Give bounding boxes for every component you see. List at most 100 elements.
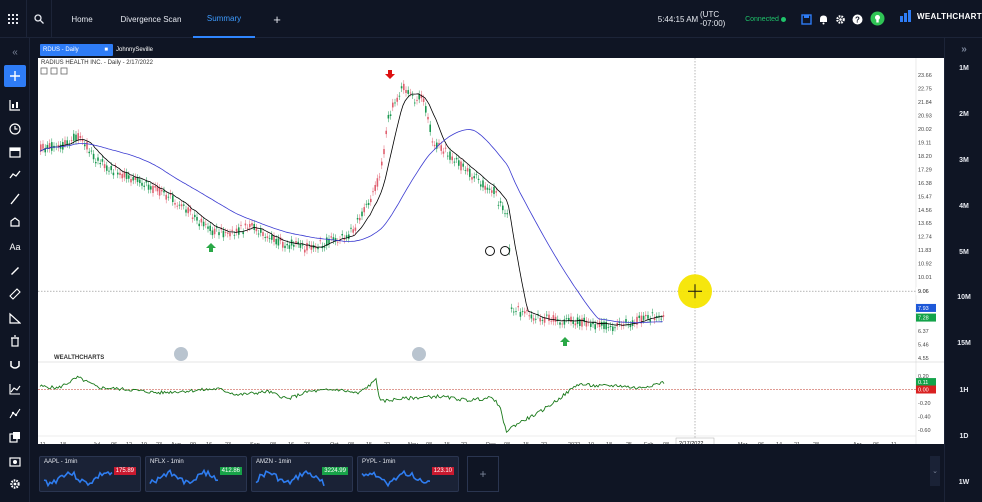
candle-body — [528, 315, 530, 317]
candle-body — [495, 191, 497, 193]
time-tick-label: 22 — [461, 442, 467, 444]
candle-body — [244, 223, 247, 226]
close-icon[interactable] — [60, 67, 68, 75]
indicator-tick-label: -0.60 — [918, 428, 931, 434]
brush-icon[interactable] — [5, 260, 25, 280]
search-icon[interactable] — [26, 0, 52, 38]
timezone: (UTC -07:00) — [700, 10, 726, 28]
shape-tool-icon[interactable] — [5, 213, 25, 233]
text-tool-icon[interactable]: Aa — [9, 242, 21, 252]
candle-body — [447, 155, 449, 157]
candle-body — [480, 184, 482, 187]
mini-chart-amzn[interactable]: AMZN - 1min 3224.99 — [251, 456, 353, 492]
add-mini-chart-button[interactable]: + — [467, 456, 499, 492]
timeframe-5m[interactable]: 5M — [959, 249, 969, 256]
user-tab[interactable]: JohnnySeville — [116, 47, 154, 53]
trend-icon[interactable] — [5, 165, 25, 185]
timeframe-2m[interactable]: 2M — [959, 111, 969, 118]
collapse-right-icon[interactable]: » — [961, 44, 967, 55]
candle-body — [389, 114, 392, 116]
line-tool-icon[interactable] — [5, 189, 25, 209]
tab-summary[interactable]: Summary — [193, 0, 255, 38]
candle-body — [46, 144, 49, 149]
candle-body — [202, 221, 205, 227]
candle-body — [631, 320, 634, 327]
last-price-box — [916, 313, 936, 322]
crosshair-cursor-icon — [688, 284, 702, 299]
timeframe-1d[interactable]: 1D — [959, 433, 969, 440]
crosshair-tool-icon[interactable] — [4, 65, 26, 87]
candle-body — [273, 236, 275, 242]
timeframe-10m[interactable]: 10M — [957, 294, 971, 301]
calendar-icon[interactable] — [5, 142, 25, 162]
indicators-icon[interactable] — [5, 379, 25, 399]
tab-divergence-scan[interactable]: Divergence Scan — [120, 14, 182, 24]
candle-body — [180, 204, 183, 207]
timeframe-4m[interactable]: 4M — [959, 203, 969, 210]
candle-body — [537, 313, 539, 315]
candle-body — [150, 186, 152, 190]
candle-body — [392, 102, 394, 108]
copy-icon[interactable] — [5, 427, 25, 447]
gear-icon[interactable] — [40, 67, 48, 75]
magnet-icon[interactable] — [5, 355, 25, 375]
mini-chart-symbol: AMZN - 1min — [256, 459, 292, 465]
save-icon[interactable] — [801, 12, 814, 25]
candle-body — [359, 217, 361, 221]
candle-body — [262, 232, 264, 236]
candle-body — [295, 241, 297, 244]
clock-time: 5:44:15 AM — [657, 14, 699, 24]
price-chart[interactable]: RADIUS HEALTH INC. - Daily - 2/17/2022 23… — [38, 58, 944, 444]
candle-body — [521, 311, 524, 312]
layout-grid-icon[interactable] — [0, 0, 26, 38]
candle-body — [394, 102, 396, 104]
timeframe-3m[interactable]: 3M — [959, 157, 969, 164]
chart-type-icon[interactable] — [5, 95, 25, 115]
mini-chart-sparkline — [149, 468, 219, 486]
mini-chart-aapl[interactable]: AAPL - 1min 175.89 — [39, 456, 141, 492]
candle-body — [598, 321, 601, 328]
collapse-left-icon[interactable]: « — [12, 46, 18, 58]
timeframe-1w[interactable]: 1W — [958, 479, 970, 486]
candle-body — [251, 223, 253, 226]
candle-body — [416, 99, 418, 101]
lightbulb-icon[interactable] — [870, 11, 885, 26]
eye-icon[interactable] — [50, 67, 58, 75]
mini-chart-nflx[interactable]: NFLX - 1min 412.86 — [145, 456, 247, 492]
candle-body — [458, 160, 460, 166]
sparkline — [255, 469, 325, 487]
timeframe-15m[interactable]: 15M — [957, 340, 971, 347]
collapse-bottom-icon[interactable]: ⌄ — [930, 456, 940, 486]
price-tick-label: 6.37 — [918, 329, 929, 335]
symbol-tab[interactable]: RDUS - Daily ■ — [40, 44, 113, 56]
candle-body — [216, 227, 218, 229]
trash-icon[interactable] — [5, 331, 25, 351]
add-tab-button[interactable]: + — [273, 11, 281, 27]
angle-tool-icon[interactable] — [5, 308, 25, 328]
help-icon[interactable]: ? — [852, 12, 865, 25]
candle-body — [165, 194, 167, 200]
bell-icon[interactable] — [818, 12, 831, 25]
tab-home[interactable]: Home — [71, 14, 93, 24]
settings-icon[interactable] — [5, 474, 25, 494]
candle-body — [187, 207, 189, 214]
ruler-icon[interactable] — [5, 284, 25, 304]
jump-to-date-icon[interactable] — [412, 347, 426, 361]
time-tick-label: 25 — [626, 442, 632, 444]
candle-body — [563, 319, 566, 325]
timeframe-1h[interactable]: 1H — [959, 387, 969, 394]
jump-to-date-icon[interactable] — [174, 347, 188, 361]
close-icon[interactable]: ■ — [104, 47, 108, 53]
candle-body — [460, 161, 462, 171]
candle-body — [403, 83, 405, 91]
screenshot-icon[interactable] — [5, 451, 25, 471]
candle-body — [213, 228, 216, 235]
chart-area[interactable]: RADIUS HEALTH INC. - Daily - 2/17/2022 23… — [38, 58, 944, 444]
timeframe-1m[interactable]: 1M — [959, 65, 969, 72]
scatter-icon[interactable] — [5, 403, 25, 423]
candle-body — [44, 147, 46, 153]
clock-icon[interactable] — [5, 119, 25, 139]
gear-icon[interactable] — [835, 12, 848, 25]
candle-body — [224, 232, 227, 233]
mini-chart-pypl[interactable]: PYPL - 1min 123.10 — [357, 456, 459, 492]
